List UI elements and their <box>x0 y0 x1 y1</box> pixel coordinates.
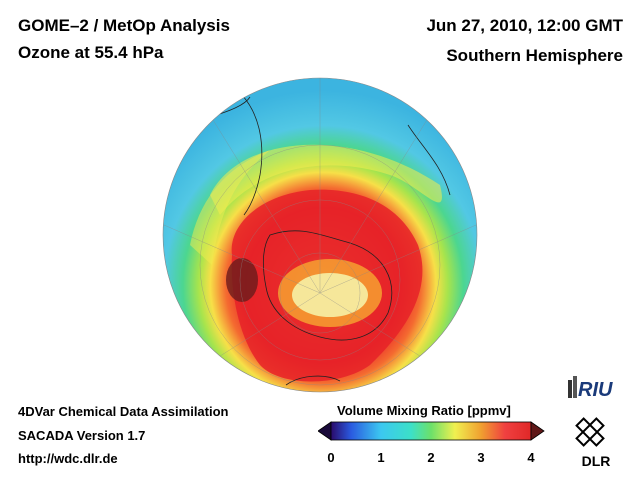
colorbar-tick-label: 4 <box>527 450 535 465</box>
colorbar-tick-label: 3 <box>477 450 485 465</box>
colorbar-gradient <box>330 421 532 441</box>
datetime-label: Jun 27, 2010, 12:00 GMT <box>426 16 623 35</box>
footer-url: http://wdc.dlr.de <box>18 451 118 466</box>
ozone-globe-map <box>162 77 478 393</box>
antarctica-coastline <box>262 230 393 341</box>
riu-logo: RIU <box>568 376 613 401</box>
riu-logo-text: RIU <box>578 379 613 401</box>
colorbar-tick-label: 2 <box>427 450 435 465</box>
south-america-coastline <box>241 94 263 216</box>
colorbar-title: Volume Mixing Ratio [ppmv] <box>337 403 511 418</box>
region-label: Southern Hemisphere <box>446 46 623 65</box>
map-title: GOME–2 / MetOp Analysis <box>18 16 230 35</box>
australia-coastline <box>285 375 341 386</box>
colorbar-tick-label: 0 <box>327 450 335 465</box>
footer-line-2: SACADA Version 1.7 <box>18 428 146 443</box>
footer-line-1: 4DVar Chemical Data Assimilation <box>18 404 229 419</box>
map-subtitle: Ozone at 55.4 hPa <box>18 43 164 62</box>
africa-coastline <box>407 124 451 196</box>
dlr-logo-text: DLR <box>582 453 611 469</box>
colorbar-tick-label: 1 <box>377 450 385 465</box>
colorbar-min-arrow <box>318 421 332 441</box>
graticule <box>163 78 477 386</box>
ozone-maximum-spot <box>226 258 258 302</box>
colorbar-max-arrow <box>530 421 545 441</box>
dlr-logo: DLR <box>575 417 611 469</box>
colorbar <box>318 421 545 441</box>
ozone-hole-region <box>292 273 368 317</box>
